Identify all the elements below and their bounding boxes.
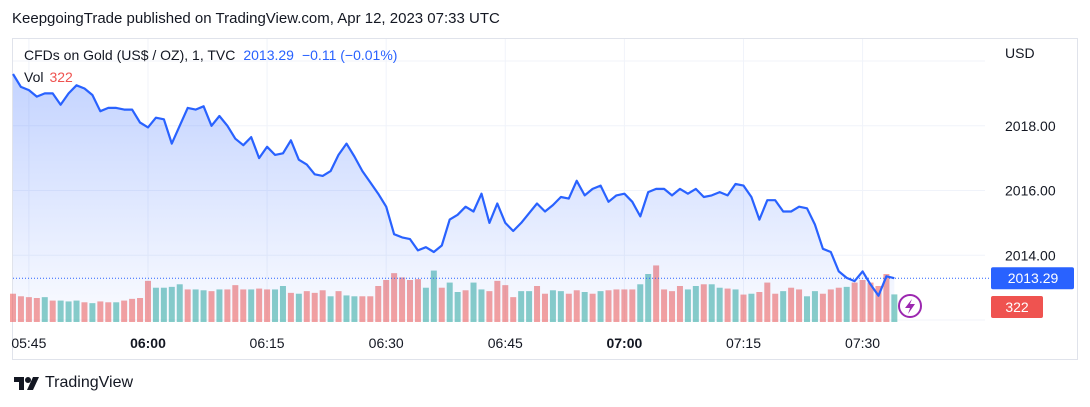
x-tick-label: 05:45 <box>11 335 46 351</box>
last-volume-badge: 322 <box>991 296 1043 318</box>
y-tick-label: 2014.00 <box>1005 247 1056 263</box>
price-area-fill <box>13 74 895 322</box>
last-price-label: 2013.29 <box>1008 270 1059 286</box>
chart-legend: CFDs on Gold (US$ / OZ), 1, TVC 2013.29 −0… <box>24 47 397 63</box>
volume-legend: Vol 322 <box>24 69 73 85</box>
volume-label[interactable]: Vol <box>24 69 44 85</box>
x-tick-label: 06:30 <box>369 335 404 351</box>
publisher-line: KeepgoingTrade published on TradingView.… <box>12 10 500 27</box>
tradingview-logo[interactable]: TradingView <box>14 374 133 392</box>
symbol-label[interactable]: CFDs on Gold (US$ / OZ), 1, TVC <box>24 47 236 63</box>
x-axis: 05:45 06:00 06:15 06:30 06:45 07:00 07:15 07:30 <box>11 335 880 351</box>
x-tick-label: 06:45 <box>488 335 523 351</box>
x-tick-label: 07:15 <box>726 335 761 351</box>
flash-icon[interactable] <box>898 294 922 318</box>
last-price-badge: 2013.29 <box>991 267 1074 290</box>
brand-name: TradingView <box>45 374 134 391</box>
y-tick-label: 2018.00 <box>1005 118 1056 134</box>
last-volume-label: 322 <box>1005 299 1029 315</box>
x-tick-label: 07:30 <box>845 335 880 351</box>
currency-label: USD <box>1005 45 1035 61</box>
price-line <box>12 73 895 297</box>
chart-frame <box>12 38 1078 360</box>
volume-value: 322 <box>49 69 73 85</box>
tradingview-logo-icon <box>14 377 39 390</box>
x-tick-label: 07:00 <box>606 335 642 351</box>
x-tick-label: 06:00 <box>130 335 166 351</box>
y-axis: 2014.00 2016.00 2018.00 <box>1005 118 1056 264</box>
y-tick-label: 2016.00 <box>1005 183 1056 199</box>
volume-bar <box>891 294 898 322</box>
x-tick-label: 06:15 <box>250 335 285 351</box>
legend-change: −0.11 (−0.01%) <box>301 47 398 63</box>
legend-price: 2013.29 <box>243 47 294 63</box>
